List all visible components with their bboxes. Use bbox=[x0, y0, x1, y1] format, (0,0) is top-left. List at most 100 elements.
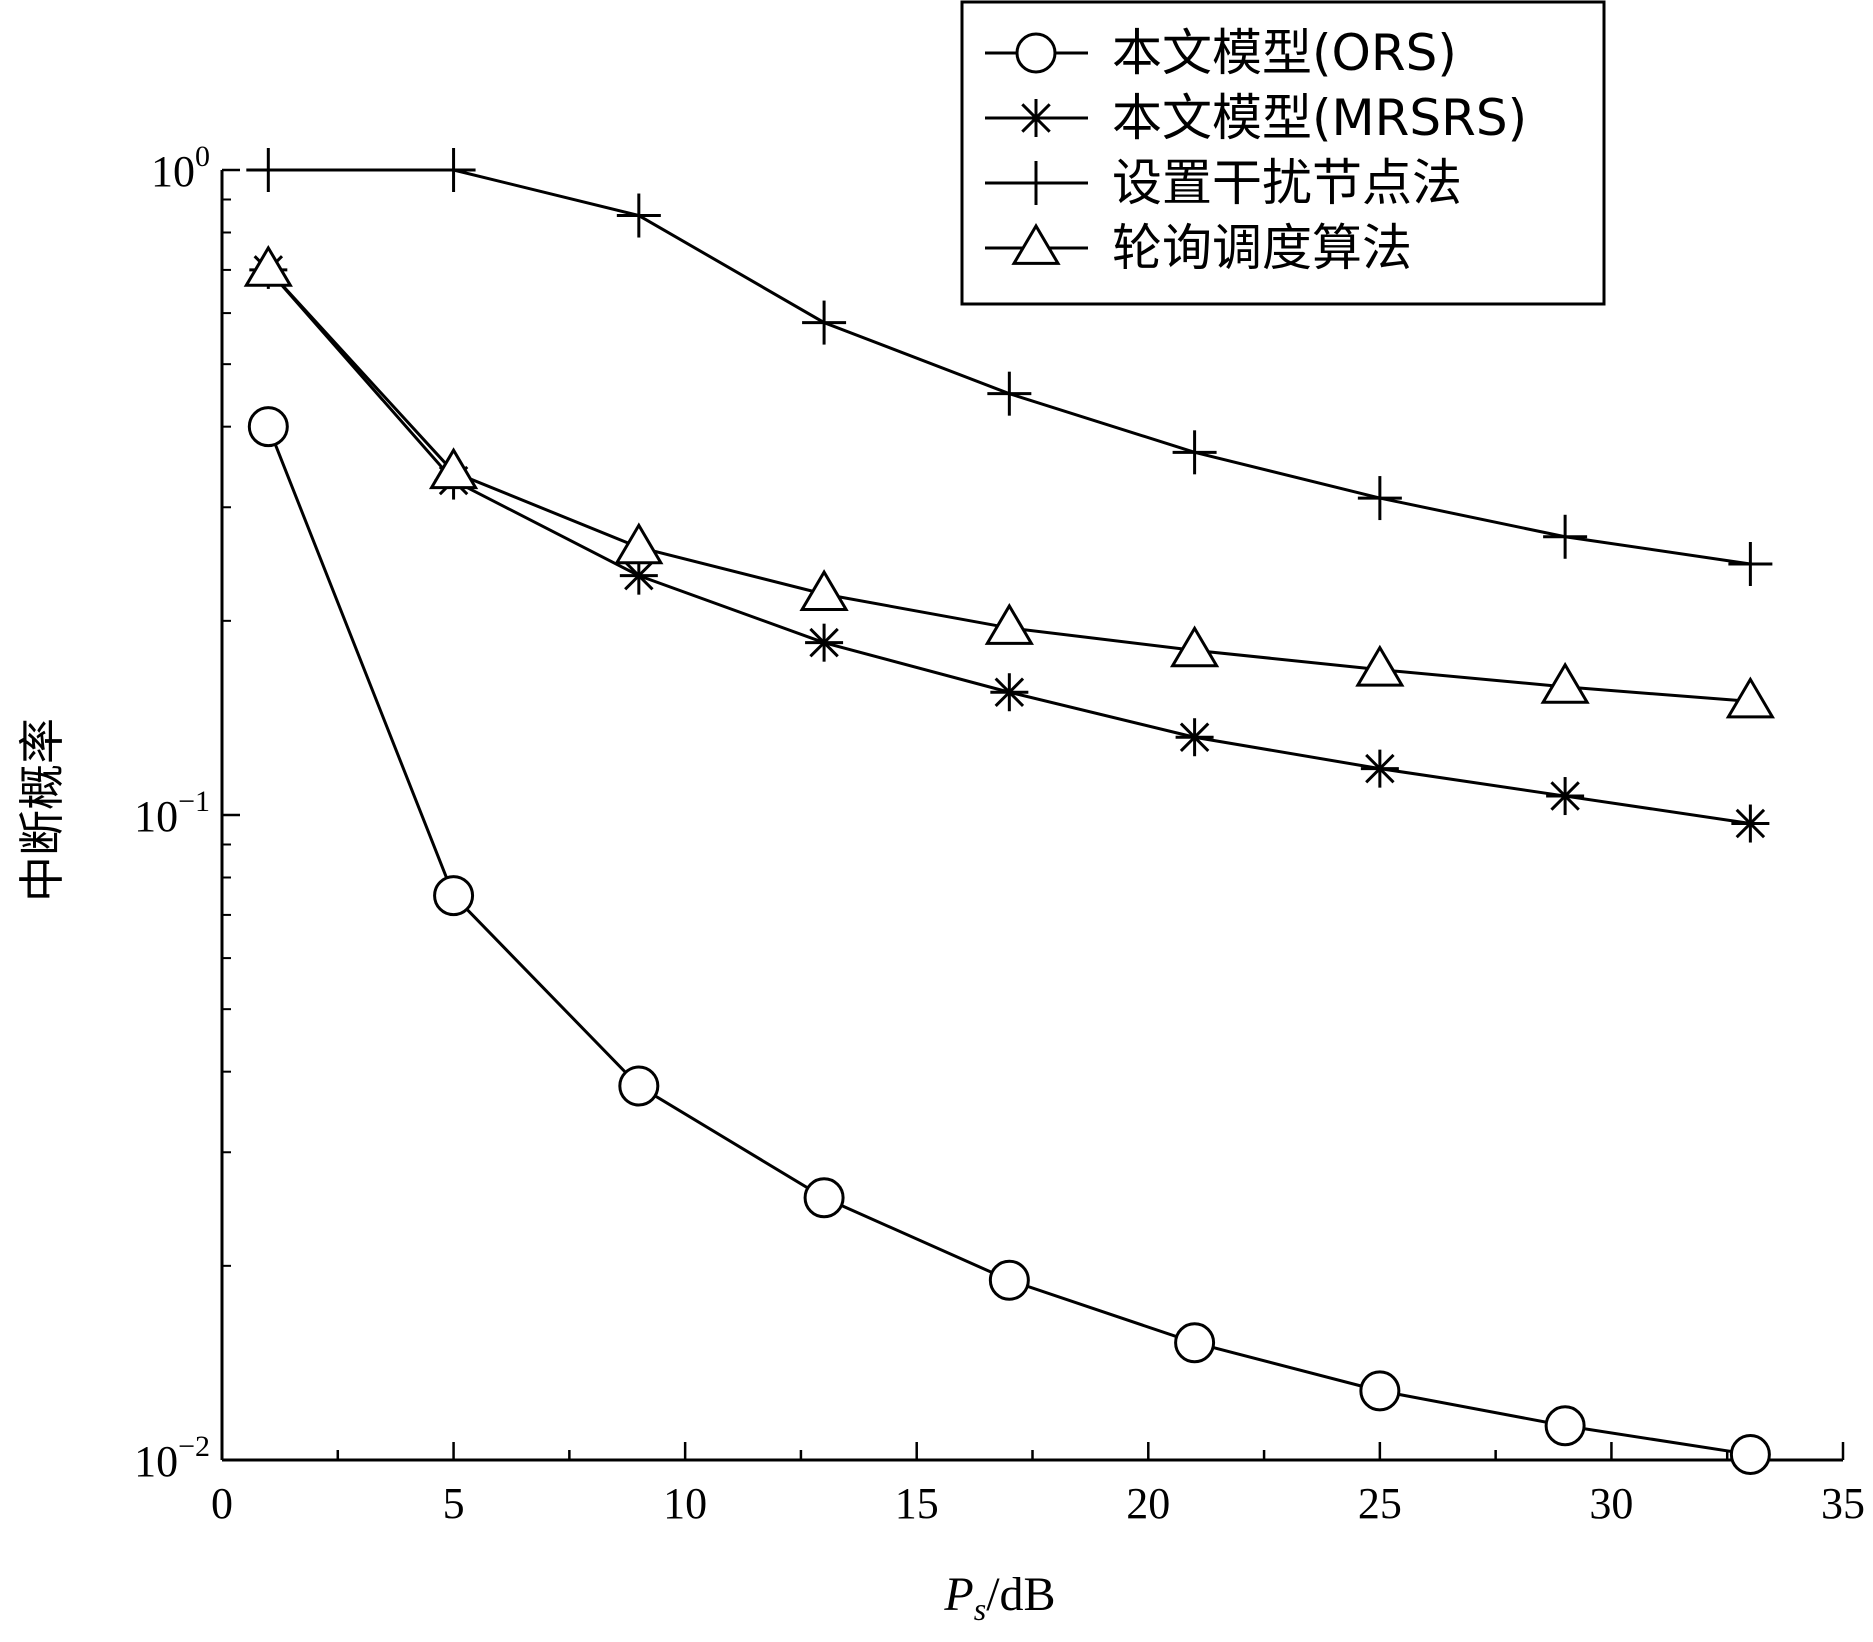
x-axis-title-main: P bbox=[943, 1568, 973, 1621]
legend-label: 轮询调度算法 bbox=[1112, 219, 1412, 277]
legend-label: 设置干扰节点法 bbox=[1112, 154, 1462, 212]
x-tick-label: 10 bbox=[663, 1479, 707, 1528]
x-axis-title-subscript: s bbox=[974, 1591, 986, 1627]
circle-shape bbox=[1544, 1405, 1586, 1447]
triangle-marker bbox=[799, 569, 849, 612]
series-triangle bbox=[243, 244, 1775, 719]
legend-entry: 本文模型(MRSRS) bbox=[985, 89, 1527, 147]
circle-marker bbox=[988, 1259, 1030, 1301]
circle-shape bbox=[1174, 1322, 1216, 1364]
y-tick-label: 10−1 bbox=[134, 785, 210, 841]
y-axis-title: 中断概率 bbox=[15, 718, 69, 902]
circle-shape bbox=[1729, 1433, 1771, 1475]
asterisk-d2 bbox=[1550, 781, 1580, 811]
asterisk-d2 bbox=[1021, 103, 1051, 133]
legend-entry: 设置干扰节点法 bbox=[985, 154, 1462, 212]
triangle-shape bbox=[1725, 676, 1775, 719]
plus-marker bbox=[1357, 476, 1402, 521]
series-circle bbox=[247, 406, 1771, 1475]
triangle-shape bbox=[1355, 644, 1405, 687]
legend-label: 本文模型(MRSRS) bbox=[1112, 89, 1527, 147]
triangle-marker bbox=[1355, 644, 1405, 687]
circle-marker bbox=[1174, 1322, 1216, 1364]
asterisk-marker bbox=[1175, 718, 1214, 757]
x-axis-title: Ps/dB bbox=[943, 1568, 1055, 1627]
series-asterisk bbox=[249, 250, 1770, 843]
asterisk-d2 bbox=[624, 560, 654, 591]
circle-marker bbox=[433, 875, 475, 917]
series-plus bbox=[246, 148, 1773, 586]
y-tick-exponent: −2 bbox=[178, 1430, 210, 1463]
circle-shape bbox=[618, 1065, 660, 1107]
y-tick-exponent: 0 bbox=[195, 140, 210, 173]
triangle-shape bbox=[1169, 625, 1220, 668]
x-tick-label: 25 bbox=[1358, 1479, 1402, 1528]
asterisk-marker bbox=[619, 556, 658, 595]
plus-marker bbox=[1543, 514, 1588, 559]
y-tick-base: 10 bbox=[134, 792, 178, 841]
triangle-marker bbox=[614, 522, 664, 565]
x-tick-label: 0 bbox=[211, 1479, 233, 1528]
triangle-marker bbox=[1725, 676, 1775, 719]
asterisk-d2 bbox=[994, 677, 1025, 707]
plus-marker bbox=[1728, 541, 1773, 586]
plus-marker bbox=[246, 148, 291, 192]
plus-marker bbox=[802, 300, 847, 345]
legend-entry: 本文模型(ORS) bbox=[985, 24, 1457, 82]
circle-marker bbox=[247, 406, 289, 448]
axes bbox=[220, 170, 1843, 1462]
circle-shape bbox=[1359, 1370, 1401, 1412]
x-axis-ticks: 0 5 10 15 20 25 30 35 bbox=[211, 1442, 1865, 1528]
triangle-marker bbox=[1540, 661, 1590, 704]
legend-label: 本文模型(ORS) bbox=[1112, 24, 1457, 82]
x-tick-label: 35 bbox=[1821, 1479, 1865, 1528]
plus-marker bbox=[431, 148, 476, 192]
y-tick-base: 10 bbox=[151, 147, 195, 196]
plus-marker bbox=[987, 371, 1032, 416]
circle-shape bbox=[1015, 32, 1057, 74]
asterisk-d2 bbox=[809, 627, 839, 658]
circle-shape bbox=[247, 406, 289, 448]
x-axis-title-unit: /dB bbox=[986, 1568, 1055, 1621]
x-tick-label: 30 bbox=[1589, 1479, 1633, 1528]
triangle-shape bbox=[799, 569, 849, 612]
circle-shape bbox=[803, 1177, 845, 1219]
triangle-marker bbox=[1169, 625, 1220, 668]
legend-entry: 轮询调度算法 bbox=[985, 219, 1412, 277]
asterisk-marker bbox=[1360, 749, 1399, 788]
asterisk-d2 bbox=[1365, 753, 1395, 784]
triangle-marker bbox=[1011, 223, 1061, 265]
triangle-marker bbox=[984, 602, 1034, 645]
asterisk-marker bbox=[1546, 777, 1585, 816]
triangle-shape bbox=[243, 244, 293, 287]
series-layer bbox=[243, 148, 1775, 1475]
y-tick-exponent: −1 bbox=[178, 785, 210, 818]
circle-marker bbox=[1359, 1370, 1401, 1412]
plus-marker bbox=[616, 193, 661, 238]
circle-shape bbox=[988, 1259, 1030, 1301]
triangle-marker bbox=[428, 447, 479, 490]
circle-marker bbox=[1015, 32, 1057, 74]
triangle-shape bbox=[984, 602, 1034, 645]
asterisk-d2 bbox=[1735, 808, 1766, 839]
circle-shape bbox=[433, 875, 475, 917]
asterisk-marker bbox=[1017, 99, 1055, 137]
circle-marker bbox=[1729, 1433, 1771, 1475]
y-tick-base: 10 bbox=[134, 1437, 178, 1486]
triangle-shape bbox=[1540, 661, 1590, 704]
plus-marker bbox=[1172, 430, 1217, 475]
triangle-shape bbox=[614, 522, 664, 565]
triangle-marker bbox=[243, 244, 293, 287]
asterisk-marker bbox=[990, 673, 1029, 712]
triangle-shape bbox=[428, 447, 479, 490]
circle-marker bbox=[803, 1177, 845, 1219]
y-tick-label: 100 bbox=[151, 140, 210, 196]
circle-marker bbox=[618, 1065, 660, 1107]
x-tick-label: 15 bbox=[895, 1479, 939, 1528]
x-tick-label: 5 bbox=[443, 1479, 465, 1528]
asterisk-marker bbox=[805, 623, 844, 662]
series-line bbox=[267, 268, 1751, 826]
